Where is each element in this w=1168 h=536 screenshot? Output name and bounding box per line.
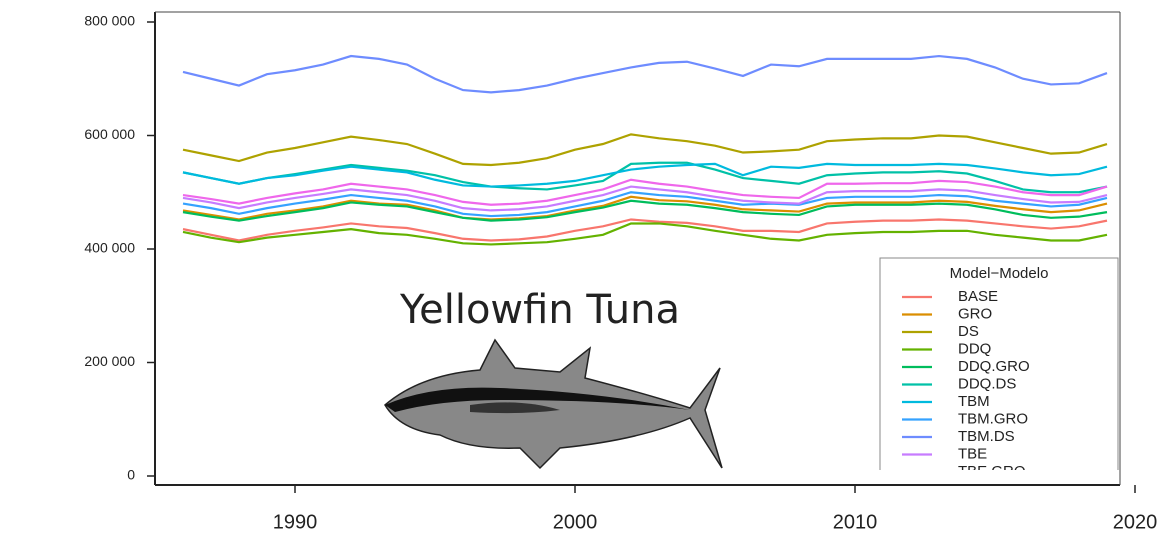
legend-label: BASE [958,288,998,305]
annotation: Yellowfin Tuna [399,287,680,333]
legend-label: TBE [958,445,987,462]
legend-label: TBE.GRO [958,463,1026,480]
legend-label: DS [958,323,979,340]
x-tick-label: 2010 [833,511,878,533]
legend-label: DDQ [958,340,991,357]
legend-title: Model−Modelo [950,265,1049,282]
fish-illustration [385,340,722,468]
lines [183,56,1107,244]
legend-label: TBM.DS [958,428,1015,445]
series-line [183,201,1107,221]
series-line [183,56,1107,92]
y-tick-label: 800 000 [84,13,135,29]
y-tick-label: 0 [127,467,135,483]
y-tick-label: 600 000 [84,126,135,142]
x-tick-label: 2020 [1113,511,1158,533]
x-tick-label: 2000 [553,511,598,533]
legend-label: DDQ.DS [958,375,1016,392]
series-line [183,134,1107,165]
chart: 0 200 000 400 000 600 000 800 000 1990 2000 201… [0,0,1168,536]
legend: Model−Modelo BASEGRODSDDQDDQ.GRODDQ.DSTB… [880,258,1118,480]
x-tick-label: 1990 [273,511,318,533]
y-tick-label: 200 000 [84,353,135,369]
y-tick-label: 400 000 [84,240,135,256]
legend-label: DDQ.GRO [958,358,1030,375]
legend-label: TBM.GRO [958,410,1028,427]
legend-label: TBM [958,393,990,410]
legend-label: GRO [958,305,992,322]
